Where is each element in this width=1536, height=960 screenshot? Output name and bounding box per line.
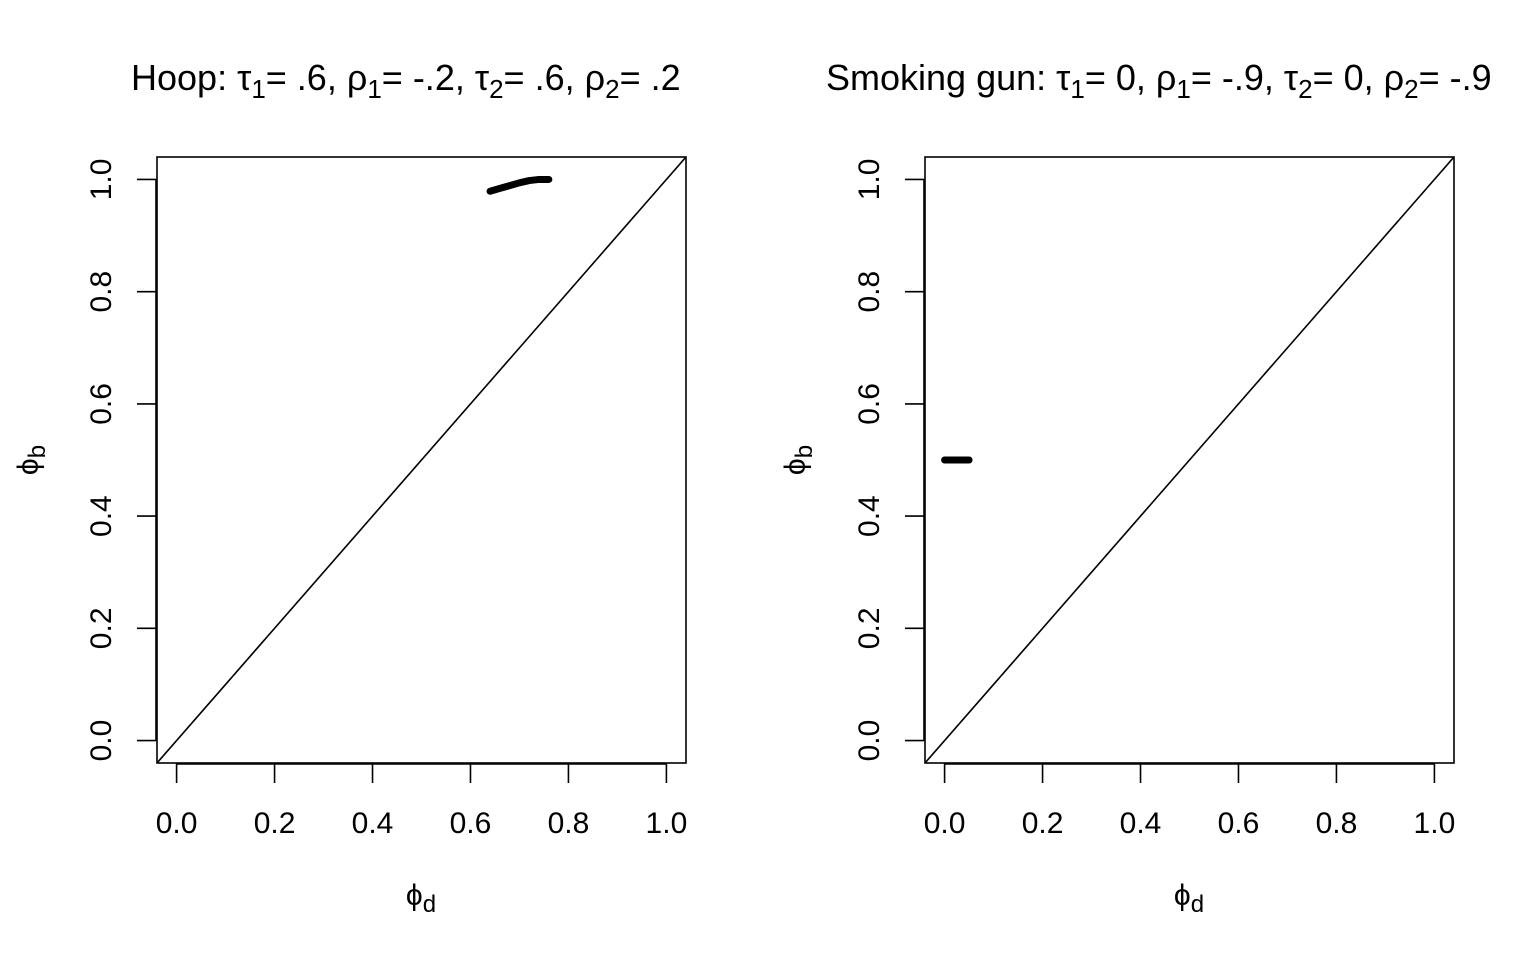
y-tick-label: 0.4: [85, 495, 118, 537]
panel-2: Smoking gun: τ1= 0, ρ1= -.9, τ2= 0, ρ2= …: [779, 57, 1492, 918]
title-subscript: 1: [251, 74, 265, 104]
chart-title: Hoop: τ1= .6, ρ1= -.2, τ2= .6, ρ2= .2: [131, 57, 681, 104]
y-tick-label: 1.0: [85, 159, 118, 201]
title-subscript: 2: [1404, 74, 1418, 104]
title-symbol: ρ: [1384, 57, 1404, 98]
title-prefix: Hoop:: [131, 57, 237, 98]
title-value: = .6,: [504, 57, 585, 98]
title-value: = -.9: [1419, 57, 1492, 98]
y-tick-label: 1.0: [853, 159, 886, 201]
y-label-subscript: b: [24, 445, 51, 458]
x-axis-label: ϕd: [1174, 879, 1204, 918]
x-tick-label: 0.6: [1218, 807, 1260, 840]
plot-frame: [156, 156, 687, 764]
title-subscript: 1: [1176, 74, 1190, 104]
y-axis-label: ϕb: [12, 445, 51, 475]
y-tick-label: 0.2: [85, 607, 118, 649]
x-tick-label: 0.8: [548, 807, 590, 840]
x-label-symbol: ϕ: [406, 879, 423, 912]
y-label-subscript: b: [791, 445, 818, 458]
panel-1: Hoop: τ1= .6, ρ1= -.2, τ2= .6, ρ2= .20.0…: [12, 57, 688, 918]
title-value: = 0,: [1085, 57, 1156, 98]
y-tick-label: 0.0: [853, 720, 886, 762]
x-tick-label: 1.0: [646, 807, 688, 840]
y-tick-label: 0.4: [853, 495, 886, 537]
title-symbol: τ: [475, 57, 489, 98]
x-label-symbol: ϕ: [1174, 879, 1191, 912]
y-tick-label: 0.2: [853, 607, 886, 649]
title-value: = .2: [620, 57, 681, 98]
x-tick-label: 0.8: [1316, 807, 1358, 840]
title-symbol: ρ: [585, 57, 605, 98]
plot-frame: [924, 156, 1455, 764]
x-label-subscript: d: [1191, 891, 1204, 918]
title-value: = 0,: [1313, 57, 1384, 98]
x-tick-label: 0.4: [1120, 807, 1162, 840]
y-axis: 0.0 0.2 0.4 0.6 0.8 1.0: [853, 159, 925, 762]
title-subscript: 1: [1070, 74, 1084, 104]
title-subscript: 2: [489, 74, 503, 104]
title-subscript: 2: [1298, 74, 1312, 104]
x-tick-label: 1.0: [1414, 807, 1456, 840]
title-subscript: 1: [367, 74, 381, 104]
title-value: = -.2,: [382, 57, 475, 98]
x-axis-label: ϕd: [406, 879, 436, 918]
reference-line: [925, 157, 1454, 763]
y-axis: 0.0 0.2 0.4 0.6 0.8 1.0: [85, 159, 157, 762]
y-tick-label: 0.6: [85, 383, 118, 425]
y-tick-label: 0.8: [85, 271, 118, 313]
x-tick-label: 0.4: [352, 807, 394, 840]
chart-title: Smoking gun: τ1= 0, ρ1= -.9, τ2= 0, ρ2= …: [826, 57, 1492, 104]
x-axis: 0.0 0.2 0.4 0.6 0.8 1.0: [924, 763, 1456, 840]
x-axis: 0.0 0.2 0.4 0.6 0.8 1.0: [156, 763, 688, 840]
title-symbol: ρ: [347, 57, 367, 98]
x-tick-label: 0.0: [156, 807, 198, 840]
title-symbol: ρ: [1156, 57, 1176, 98]
title-symbol: τ: [237, 57, 251, 98]
y-label-symbol: ϕ: [12, 458, 45, 475]
y-tick-label: 0.0: [85, 720, 118, 762]
y-label-symbol: ϕ: [779, 458, 812, 475]
x-label-subscript: d: [423, 891, 436, 918]
title-symbol: τ: [1056, 57, 1070, 98]
title-value: = -.9,: [1191, 57, 1284, 98]
x-tick-label: 0.2: [254, 807, 296, 840]
y-tick-label: 0.6: [853, 383, 886, 425]
title-symbol: τ: [1284, 57, 1298, 98]
x-tick-label: 0.2: [1022, 807, 1064, 840]
title-subscript: 2: [605, 74, 619, 104]
title-value: = .6,: [266, 57, 347, 98]
y-tick-label: 0.8: [853, 271, 886, 313]
x-tick-label: 0.6: [450, 807, 492, 840]
series-line-1: [486, 175, 553, 195]
y-axis-label: ϕb: [779, 445, 818, 475]
x-tick-label: 0.0: [924, 807, 966, 840]
title-prefix: Smoking gun:: [826, 57, 1056, 98]
reference-line: [157, 157, 686, 763]
